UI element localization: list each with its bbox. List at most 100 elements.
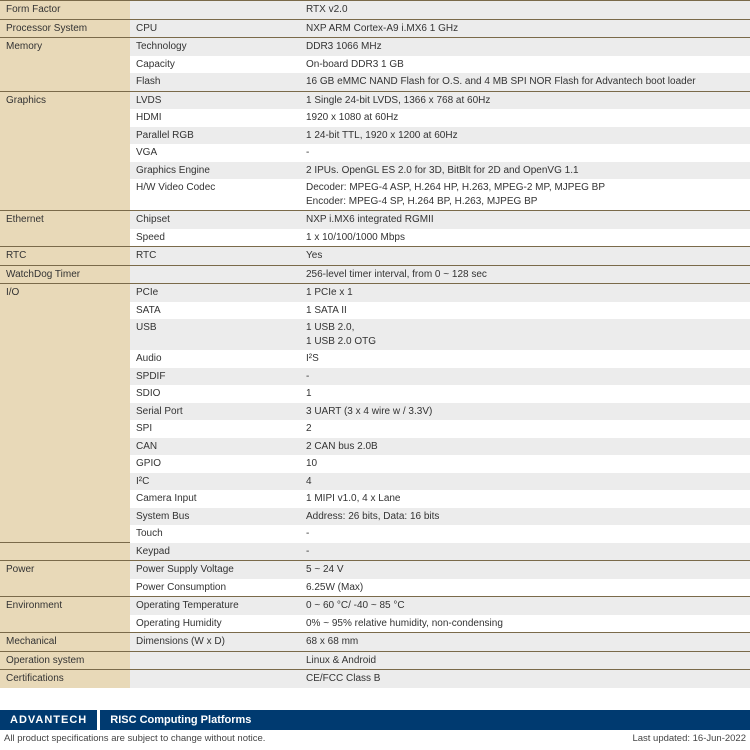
subcategory-cell	[130, 651, 300, 670]
subcategory-cell	[130, 1, 300, 20]
table-row: MechanicalDimensions (W x D)68 x 68 mm	[0, 633, 750, 652]
subcategory-cell: Speed	[130, 229, 300, 247]
table-row: I/OPCIe1 PCIe x 1	[0, 284, 750, 302]
value-cell: Address: 26 bits, Data: 16 bits	[300, 508, 750, 526]
value-cell: 3 UART (3 x 4 wire w / 3.3V)	[300, 403, 750, 421]
footer-title: RISC Computing Platforms	[97, 710, 750, 730]
table-row: GraphicsLVDS1 Single 24-bit LVDS, 1366 x…	[0, 91, 750, 109]
value-cell: Decoder: MPEG-4 ASP, H.264 HP, H.263, MP…	[300, 179, 750, 211]
value-cell: 256-level timer interval, from 0 ~ 128 s…	[300, 265, 750, 284]
subcategory-cell: Keypad	[130, 543, 300, 561]
value-cell: 4	[300, 473, 750, 491]
value-cell: 1 PCIe x 1	[300, 284, 750, 302]
value-cell: 68 x 68 mm	[300, 633, 750, 652]
subcategory-cell: Power Consumption	[130, 579, 300, 597]
subcategory-cell: Capacity	[130, 56, 300, 74]
footer-updated: Last updated: 16-Jun-2022	[632, 733, 746, 744]
category-cell: Graphics	[0, 91, 130, 211]
table-row: Form FactorRTX v2.0	[0, 1, 750, 20]
value-cell: 2 IPUs. OpenGL ES 2.0 for 3D, BitBlt for…	[300, 162, 750, 180]
table-row: MemoryTechnologyDDR3 1066 MHz	[0, 38, 750, 56]
category-cell: Processor System	[0, 19, 130, 38]
subcategory-cell: CPU	[130, 19, 300, 38]
subcategory-cell: Operating Temperature	[130, 597, 300, 615]
subcategory-cell: SPDIF	[130, 368, 300, 386]
subcategory-cell: VGA	[130, 144, 300, 162]
table-row: RTCRTCYes	[0, 247, 750, 266]
subcategory-cell: Power Supply Voltage	[130, 561, 300, 579]
value-cell: NXP ARM Cortex-A9 i.MX6 1 GHz	[300, 19, 750, 38]
footer-brand: ADVANTECH	[0, 710, 97, 730]
value-cell: DDR3 1066 MHz	[300, 38, 750, 56]
category-cell: I/O	[0, 284, 130, 543]
subcategory-cell: Audio	[130, 350, 300, 368]
subcategory-cell: LVDS	[130, 91, 300, 109]
category-cell: Certifications	[0, 670, 130, 688]
subcategory-cell: PCIe	[130, 284, 300, 302]
value-cell: NXP i.MX6 integrated RGMII	[300, 211, 750, 229]
category-cell: Memory	[0, 38, 130, 92]
category-cell: WatchDog Timer	[0, 265, 130, 284]
category-cell: Power	[0, 561, 130, 597]
value-cell: 10	[300, 455, 750, 473]
table-row: Processor SystemCPUNXP ARM Cortex-A9 i.M…	[0, 19, 750, 38]
value-cell: 0% ~ 95% relative humidity, non-condensi…	[300, 615, 750, 633]
table-row: EthernetChipsetNXP i.MX6 integrated RGMI…	[0, 211, 750, 229]
value-cell: CE/FCC Class B	[300, 670, 750, 688]
value-cell: 1	[300, 385, 750, 403]
spec-table: Form FactorRTX v2.0Processor SystemCPUNX…	[0, 0, 750, 688]
subcategory-cell: Graphics Engine	[130, 162, 300, 180]
value-cell: 1 MIPI v1.0, 4 x Lane	[300, 490, 750, 508]
value-cell: 1 24-bit TTL, 1920 x 1200 at 60Hz	[300, 127, 750, 145]
subcategory-cell: Flash	[130, 73, 300, 91]
subcategory-cell: Serial Port	[130, 403, 300, 421]
subcategory-cell: I²C	[130, 473, 300, 491]
category-cell: Environment	[0, 597, 130, 633]
footer-sub: All product specifications are subject t…	[0, 730, 750, 750]
category-cell: RTC	[0, 247, 130, 266]
value-cell: 5 ~ 24 V	[300, 561, 750, 579]
category-cell: Mechanical	[0, 633, 130, 652]
footer-disclaimer: All product specifications are subject t…	[4, 733, 265, 744]
value-cell: -	[300, 525, 750, 543]
value-cell: 1920 x 1080 at 60Hz	[300, 109, 750, 127]
subcategory-cell: H/W Video Codec	[130, 179, 300, 211]
value-cell: 1 USB 2.0,1 USB 2.0 OTG	[300, 319, 750, 350]
subcategory-cell: Operating Humidity	[130, 615, 300, 633]
subcategory-cell: GPIO	[130, 455, 300, 473]
table-row: Keypad-	[0, 543, 750, 561]
subcategory-cell: Chipset	[130, 211, 300, 229]
subcategory-cell: SATA	[130, 302, 300, 320]
subcategory-cell: Dimensions (W x D)	[130, 633, 300, 652]
value-cell: 2 CAN bus 2.0B	[300, 438, 750, 456]
value-cell: -	[300, 368, 750, 386]
value-cell: RTX v2.0	[300, 1, 750, 20]
subcategory-cell: USB	[130, 319, 300, 350]
subcategory-cell: RTC	[130, 247, 300, 266]
subcategory-cell: System Bus	[130, 508, 300, 526]
category-cell	[0, 543, 130, 561]
value-cell: 2	[300, 420, 750, 438]
table-row: Certifications CE/FCC Class B	[0, 670, 750, 688]
value-cell: 0 ~ 60 °C/ -40 ~ 85 °C	[300, 597, 750, 615]
value-cell: 6.25W (Max)	[300, 579, 750, 597]
value-cell: 1 Single 24-bit LVDS, 1366 x 768 at 60Hz	[300, 91, 750, 109]
subcategory-cell: Touch	[130, 525, 300, 543]
category-cell: Operation system	[0, 651, 130, 670]
value-cell: -	[300, 144, 750, 162]
subcategory-cell: Technology	[130, 38, 300, 56]
subcategory-cell: HDMI	[130, 109, 300, 127]
subcategory-cell	[130, 265, 300, 284]
subcategory-cell: Camera Input	[130, 490, 300, 508]
table-row: EnvironmentOperating Temperature0 ~ 60 °…	[0, 597, 750, 615]
category-cell: Ethernet	[0, 211, 130, 247]
value-cell: Linux & Android	[300, 651, 750, 670]
table-row: PowerPower Supply Voltage5 ~ 24 V	[0, 561, 750, 579]
subcategory-cell: SPI	[130, 420, 300, 438]
subcategory-cell: Parallel RGB	[130, 127, 300, 145]
value-cell: 16 GB eMMC NAND Flash for O.S. and 4 MB …	[300, 73, 750, 91]
value-cell: -	[300, 543, 750, 561]
value-cell: On-board DDR3 1 GB	[300, 56, 750, 74]
footer-bar: ADVANTECH RISC Computing Platforms	[0, 710, 750, 730]
table-row: Operation system Linux & Android	[0, 651, 750, 670]
